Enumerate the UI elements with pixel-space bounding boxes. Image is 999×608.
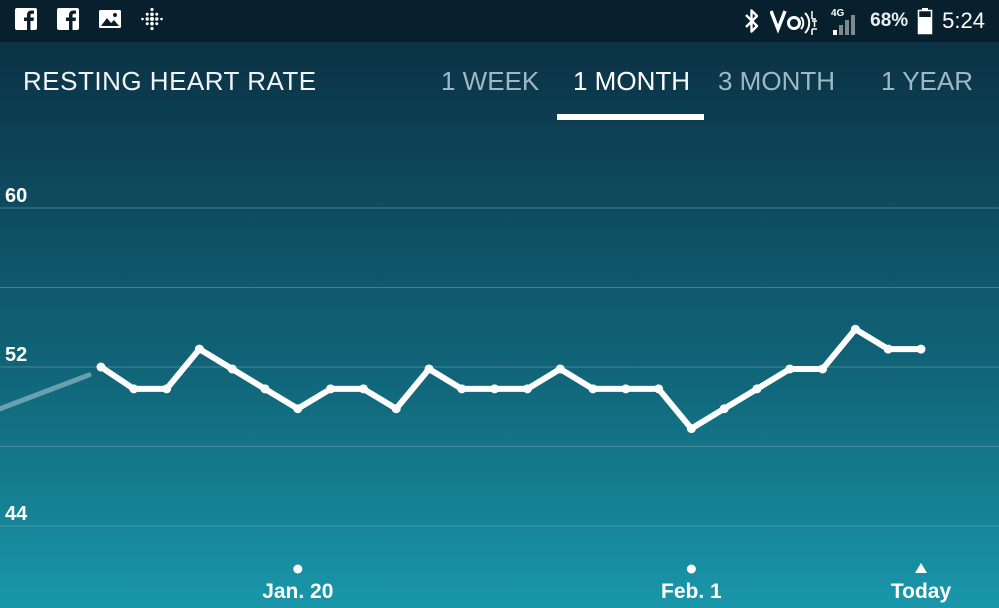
data-point <box>162 384 172 394</box>
data-point <box>358 384 368 394</box>
signal-icon: 4G <box>831 8 856 35</box>
page-title: RESTING HEART RATE <box>23 66 317 96</box>
data-point <box>719 404 729 414</box>
series-line-lead-in <box>0 372 92 412</box>
data-point <box>850 324 860 334</box>
facebook-icon <box>57 8 79 30</box>
x-tick-marker-dot <box>293 564 303 574</box>
data-point <box>260 384 270 394</box>
data-point <box>424 364 434 374</box>
data-point <box>621 384 631 394</box>
data-point <box>490 384 500 394</box>
data-point <box>916 344 926 354</box>
data-point <box>555 364 565 374</box>
x-tick-label: Jan. 20 <box>262 580 333 603</box>
data-point <box>818 364 828 374</box>
chart-header: RESTING HEART RATE 1 WEEK 1 MONTH 3 MONT… <box>0 42 999 122</box>
data-point <box>686 424 696 434</box>
data-point <box>883 344 893 354</box>
data-point <box>752 384 762 394</box>
x-tick-label: Feb. 1 <box>661 580 722 603</box>
tab-3-month[interactable]: 3 MONTH <box>718 66 835 96</box>
image-icon <box>99 10 121 28</box>
clock: 5:24 <box>942 8 985 33</box>
data-point <box>391 404 401 414</box>
x-tick-marker-triangle <box>915 563 927 573</box>
x-tick-label: Today <box>891 580 952 603</box>
data-point <box>194 344 204 354</box>
data-point <box>129 384 139 394</box>
tab-1-year[interactable]: 1 YEAR <box>881 66 974 96</box>
facebook-icon <box>15 8 37 30</box>
data-point <box>522 384 532 394</box>
volte-icon <box>770 10 818 35</box>
y-tick-label: 60 <box>5 185 27 207</box>
status-bar-system: 4G 68% 5:24 <box>743 4 985 38</box>
y-tick-label: 52 <box>5 344 27 366</box>
tab-1-month[interactable]: 1 MONTH <box>573 66 690 96</box>
data-point <box>654 384 664 394</box>
battery-percent: 68% <box>870 10 909 31</box>
data-point <box>326 384 336 394</box>
data-point <box>785 364 795 374</box>
status-bar-notifications <box>14 7 164 31</box>
active-tab-indicator <box>557 114 704 120</box>
network-type: 4G <box>831 8 845 19</box>
x-tick-marker-dot <box>686 564 696 574</box>
y-tick-label: 44 <box>5 503 28 525</box>
series-line <box>98 326 924 432</box>
tab-1-week[interactable]: 1 WEEK <box>441 66 540 96</box>
data-point <box>96 362 106 372</box>
data-point <box>227 364 237 374</box>
bluetooth-icon <box>745 9 759 33</box>
data-point <box>457 384 467 394</box>
battery-icon <box>917 8 933 35</box>
fitbit-icon <box>141 7 163 31</box>
status-bar: 4G 68% 5:24 <box>0 0 999 42</box>
data-point <box>588 384 598 394</box>
data-point <box>293 404 303 414</box>
